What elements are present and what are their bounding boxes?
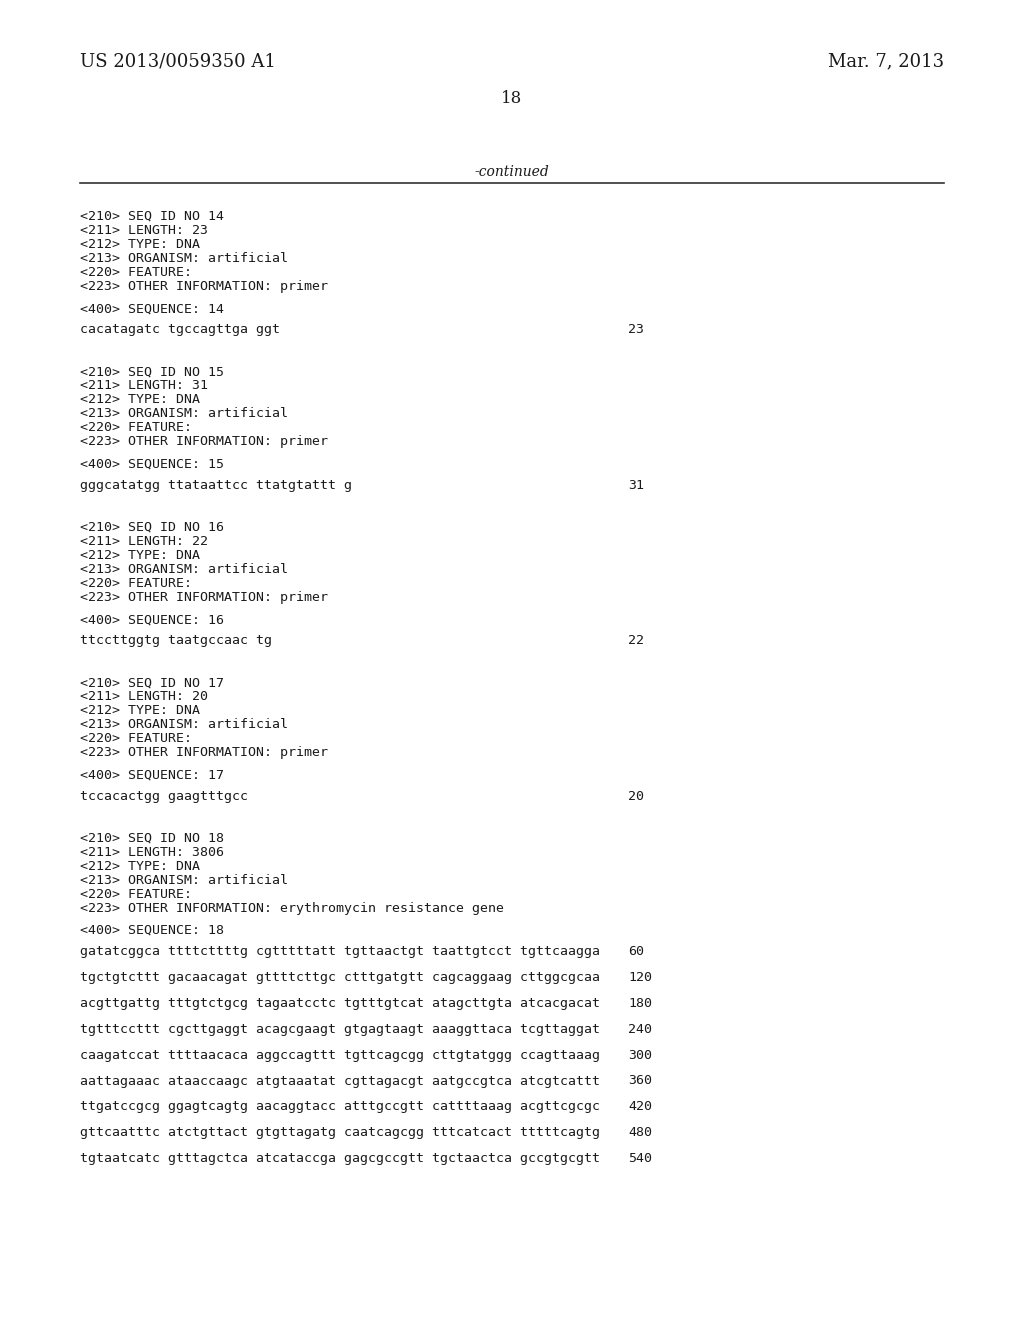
Text: 420: 420 (628, 1101, 652, 1113)
Text: <212> TYPE: DNA: <212> TYPE: DNA (80, 859, 200, 873)
Text: <213> ORGANISM: artificial: <213> ORGANISM: artificial (80, 252, 288, 265)
Text: <212> TYPE: DNA: <212> TYPE: DNA (80, 393, 200, 407)
Text: gggcatatgg ttataattcc ttatgtattt g: gggcatatgg ttataattcc ttatgtattt g (80, 479, 352, 492)
Text: tccacactgg gaagtttgcc: tccacactgg gaagtttgcc (80, 789, 248, 803)
Text: tgtttccttt cgcttgaggt acagcgaagt gtgagtaagt aaaggttaca tcgttaggat: tgtttccttt cgcttgaggt acagcgaagt gtgagta… (80, 1023, 600, 1036)
Text: <213> ORGANISM: artificial: <213> ORGANISM: artificial (80, 562, 288, 576)
Text: <220> FEATURE:: <220> FEATURE: (80, 733, 193, 746)
Text: 23: 23 (628, 323, 644, 337)
Text: <210> SEQ ID NO 14: <210> SEQ ID NO 14 (80, 210, 224, 223)
Text: <223> OTHER INFORMATION: primer: <223> OTHER INFORMATION: primer (80, 436, 328, 449)
Text: caagatccat ttttaacaca aggccagttt tgttcagcgg cttgtatggg ccagttaaag: caagatccat ttttaacaca aggccagttt tgttcag… (80, 1048, 600, 1061)
Text: 60: 60 (628, 945, 644, 958)
Text: <400> SEQUENCE: 18: <400> SEQUENCE: 18 (80, 924, 224, 937)
Text: 18: 18 (502, 90, 522, 107)
Text: <212> TYPE: DNA: <212> TYPE: DNA (80, 549, 200, 562)
Text: 540: 540 (628, 1152, 652, 1166)
Text: 22: 22 (628, 634, 644, 647)
Text: <212> TYPE: DNA: <212> TYPE: DNA (80, 238, 200, 251)
Text: <210> SEQ ID NO 17: <210> SEQ ID NO 17 (80, 676, 224, 689)
Text: <400> SEQUENCE: 17: <400> SEQUENCE: 17 (80, 768, 224, 781)
Text: cacatagatc tgccagttga ggt: cacatagatc tgccagttga ggt (80, 323, 280, 337)
Text: <223> OTHER INFORMATION: primer: <223> OTHER INFORMATION: primer (80, 280, 328, 293)
Text: ttccttggtg taatgccaac tg: ttccttggtg taatgccaac tg (80, 634, 272, 647)
Text: <212> TYPE: DNA: <212> TYPE: DNA (80, 704, 200, 717)
Text: 240: 240 (628, 1023, 652, 1036)
Text: tgctgtcttt gacaacagat gttttcttgc ctttgatgtt cagcaggaag cttggcgcaa: tgctgtcttt gacaacagat gttttcttgc ctttgat… (80, 972, 600, 983)
Text: <211> LENGTH: 31: <211> LENGTH: 31 (80, 379, 208, 392)
Text: <220> FEATURE:: <220> FEATURE: (80, 421, 193, 434)
Text: US 2013/0059350 A1: US 2013/0059350 A1 (80, 51, 275, 70)
Text: <211> LENGTH: 22: <211> LENGTH: 22 (80, 535, 208, 548)
Text: 120: 120 (628, 972, 652, 983)
Text: <400> SEQUENCE: 16: <400> SEQUENCE: 16 (80, 614, 224, 626)
Text: Mar. 7, 2013: Mar. 7, 2013 (827, 51, 944, 70)
Text: tgtaatcatc gtttagctca atcataccga gagcgccgtt tgctaactca gccgtgcgtt: tgtaatcatc gtttagctca atcataccga gagcgcc… (80, 1152, 600, 1166)
Text: <400> SEQUENCE: 15: <400> SEQUENCE: 15 (80, 458, 224, 471)
Text: <210> SEQ ID NO 15: <210> SEQ ID NO 15 (80, 366, 224, 379)
Text: <211> LENGTH: 20: <211> LENGTH: 20 (80, 690, 208, 704)
Text: <223> OTHER INFORMATION: erythromycin resistance gene: <223> OTHER INFORMATION: erythromycin re… (80, 902, 504, 915)
Text: 180: 180 (628, 997, 652, 1010)
Text: <220> FEATURE:: <220> FEATURE: (80, 267, 193, 279)
Text: 31: 31 (628, 479, 644, 492)
Text: <220> FEATURE:: <220> FEATURE: (80, 577, 193, 590)
Text: <211> LENGTH: 23: <211> LENGTH: 23 (80, 224, 208, 238)
Text: <223> OTHER INFORMATION: primer: <223> OTHER INFORMATION: primer (80, 746, 328, 759)
Text: gatatcggca ttttcttttg cgtttttatt tgttaactgt taattgtcct tgttcaagga: gatatcggca ttttcttttg cgtttttatt tgttaac… (80, 945, 600, 958)
Text: 360: 360 (628, 1074, 652, 1088)
Text: <223> OTHER INFORMATION: primer: <223> OTHER INFORMATION: primer (80, 591, 328, 603)
Text: <210> SEQ ID NO 16: <210> SEQ ID NO 16 (80, 521, 224, 533)
Text: <210> SEQ ID NO 18: <210> SEQ ID NO 18 (80, 832, 224, 845)
Text: gttcaatttc atctgttact gtgttagatg caatcagcgg tttcatcact tttttcagtg: gttcaatttc atctgttact gtgttagatg caatcag… (80, 1126, 600, 1139)
Text: -continued: -continued (475, 165, 549, 180)
Text: <211> LENGTH: 3806: <211> LENGTH: 3806 (80, 846, 224, 858)
Text: <213> ORGANISM: artificial: <213> ORGANISM: artificial (80, 408, 288, 420)
Text: acgttgattg tttgtctgcg tagaatcctc tgtttgtcat atagcttgta atcacgacat: acgttgattg tttgtctgcg tagaatcctc tgtttgt… (80, 997, 600, 1010)
Text: <220> FEATURE:: <220> FEATURE: (80, 887, 193, 900)
Text: 300: 300 (628, 1048, 652, 1061)
Text: 480: 480 (628, 1126, 652, 1139)
Text: <213> ORGANISM: artificial: <213> ORGANISM: artificial (80, 718, 288, 731)
Text: aattagaaac ataaccaagc atgtaaatat cgttagacgt aatgccgtca atcgtcattt: aattagaaac ataaccaagc atgtaaatat cgttaga… (80, 1074, 600, 1088)
Text: 20: 20 (628, 789, 644, 803)
Text: <213> ORGANISM: artificial: <213> ORGANISM: artificial (80, 874, 288, 887)
Text: <400> SEQUENCE: 14: <400> SEQUENCE: 14 (80, 302, 224, 315)
Text: ttgatccgcg ggagtcagtg aacaggtacc atttgccgtt cattttaaag acgttcgcgc: ttgatccgcg ggagtcagtg aacaggtacc atttgcc… (80, 1101, 600, 1113)
